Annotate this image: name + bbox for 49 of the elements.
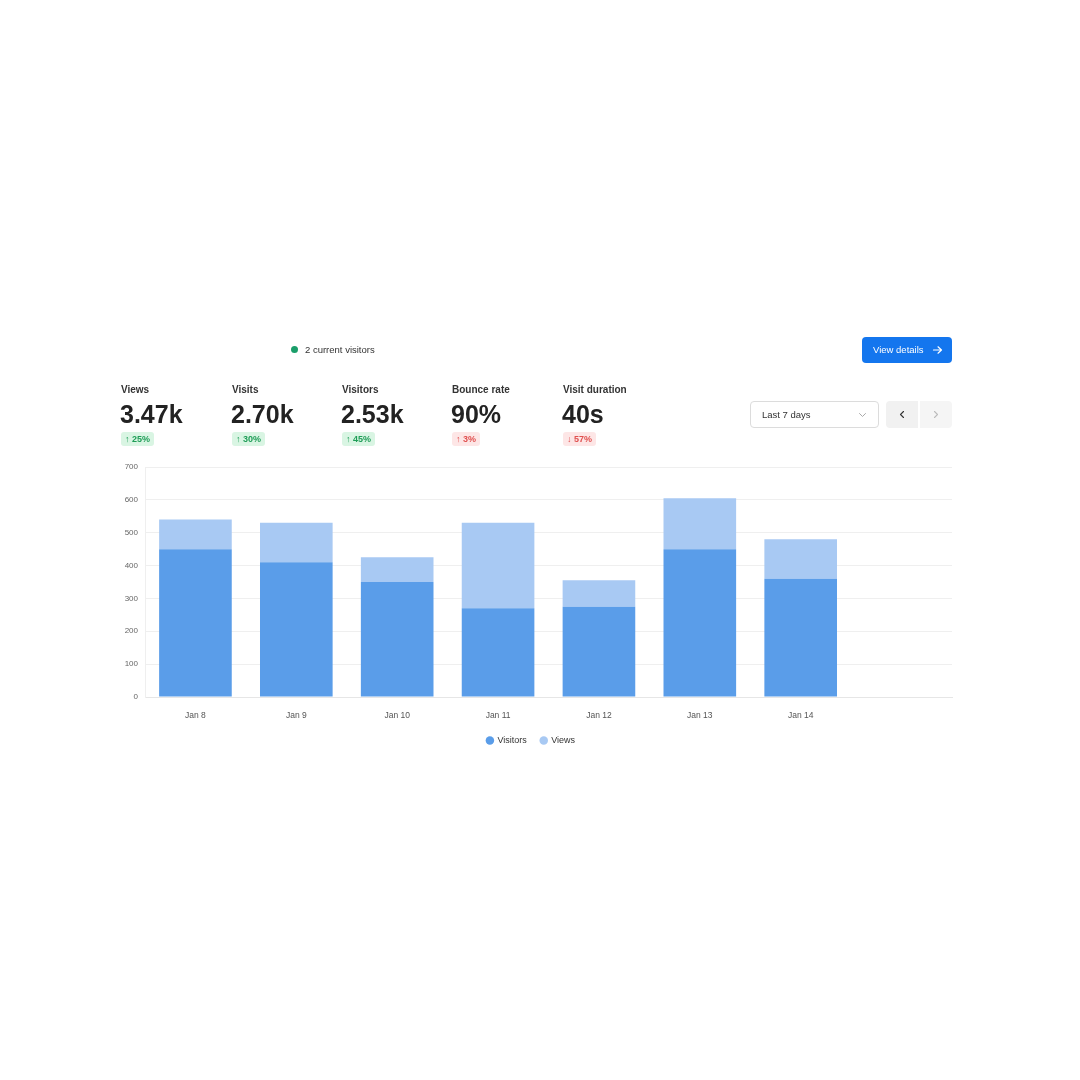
text: ↑ 25% xyxy=(121,432,155,446)
text: 2.53k xyxy=(341,400,404,428)
text: 40s xyxy=(562,400,604,428)
x-tick-label: Jan 10 xyxy=(384,710,411,721)
bar xyxy=(764,578,837,697)
bar xyxy=(159,519,232,550)
bar xyxy=(260,522,333,563)
x-tick-label: Jan 8 xyxy=(185,710,207,721)
text: Last 7 days xyxy=(762,409,811,421)
bar xyxy=(663,549,737,697)
bar xyxy=(159,549,232,697)
text: 2.70k xyxy=(231,400,294,428)
text: Visitors xyxy=(342,384,379,396)
text: Views xyxy=(121,384,150,396)
bar xyxy=(360,582,434,697)
text: Bounce rate xyxy=(452,384,510,396)
y-tick-label: 600 xyxy=(124,495,139,505)
y-tick-label: 400 xyxy=(124,560,139,570)
text: ↑ 3% xyxy=(452,432,481,446)
legend-label: Views xyxy=(551,734,576,745)
x-tick-label: Jan 14 xyxy=(787,710,814,721)
x-tick-label: Jan 13 xyxy=(687,710,713,721)
y-tick-label: 200 xyxy=(124,626,139,636)
y-tick-label: 500 xyxy=(124,527,139,537)
bar xyxy=(562,580,636,607)
text: ↑ 30% xyxy=(232,432,266,446)
x-tick-label: Jan 12 xyxy=(586,710,612,721)
legend-label: Visitors xyxy=(497,734,528,745)
bar xyxy=(260,562,333,697)
text: Visit duration xyxy=(563,384,627,396)
text: 3.47k xyxy=(120,400,183,428)
text: ↑ 45% xyxy=(342,432,376,446)
y-tick-label: 100 xyxy=(124,659,139,669)
y-tick-label: 700 xyxy=(124,462,139,472)
bar xyxy=(461,608,535,697)
y-tick-label: 0 xyxy=(133,692,139,702)
bar xyxy=(461,522,535,609)
bar xyxy=(764,539,837,579)
bar xyxy=(562,606,636,697)
y-tick-label: 300 xyxy=(124,593,139,603)
text: View details xyxy=(873,344,924,356)
bar xyxy=(663,498,737,550)
x-tick-label: Jan 9 xyxy=(285,710,307,721)
text: 90% xyxy=(451,400,502,428)
x-tick-label: Jan 11 xyxy=(485,710,511,721)
text: Visits xyxy=(232,384,259,396)
text: 2 current visitors xyxy=(305,344,375,356)
bar xyxy=(360,557,434,582)
text: ↓ 57% xyxy=(563,432,597,446)
